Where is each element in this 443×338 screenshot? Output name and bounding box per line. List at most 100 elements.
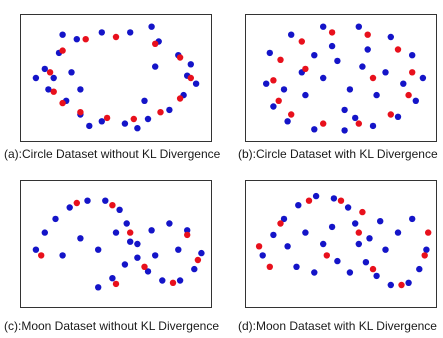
scatter-point bbox=[364, 31, 371, 38]
scatter-point bbox=[359, 63, 366, 70]
scatter-point bbox=[425, 229, 432, 236]
scatter-point bbox=[355, 120, 362, 127]
scatter-point bbox=[387, 111, 394, 118]
scatter-point bbox=[141, 97, 148, 105]
scatter-point bbox=[266, 263, 273, 270]
scatter-point bbox=[320, 240, 327, 248]
scatter-point bbox=[95, 284, 102, 291]
scatter-point bbox=[359, 208, 366, 216]
scatter-point bbox=[134, 125, 141, 132]
scatter-point bbox=[288, 111, 295, 118]
scatter-point bbox=[409, 215, 416, 223]
series-blue bbox=[32, 23, 200, 132]
scatter-point bbox=[346, 86, 354, 93]
scatter-point bbox=[412, 97, 419, 105]
scatter-point bbox=[116, 206, 123, 213]
scatter-point bbox=[341, 106, 348, 114]
scatter-point bbox=[312, 192, 320, 200]
scatter-point bbox=[103, 114, 111, 122]
scatter-point bbox=[157, 109, 164, 116]
scatter-point bbox=[334, 57, 341, 65]
caption-c: (c):Moon Dataset without KL Divergence bbox=[4, 319, 219, 333]
scatter-point bbox=[141, 263, 148, 270]
scatter-point bbox=[175, 246, 182, 253]
scatter-point bbox=[148, 227, 155, 234]
scatter-point bbox=[405, 91, 412, 99]
scatter-point bbox=[86, 122, 93, 130]
scatter-point bbox=[191, 265, 198, 273]
scatter-point bbox=[409, 52, 416, 59]
scatter-point bbox=[373, 272, 380, 280]
scatter-point bbox=[255, 243, 263, 250]
scatter-point bbox=[320, 120, 327, 127]
caption-a: (a):Circle Dataset without KL Divergence bbox=[4, 147, 221, 161]
scatter-point bbox=[311, 126, 318, 133]
scatter-point bbox=[112, 280, 120, 288]
scatter-point bbox=[355, 23, 362, 30]
scatter-point bbox=[148, 23, 155, 30]
scatter-point bbox=[134, 254, 141, 261]
scatter-point bbox=[66, 204, 73, 211]
scatter-point bbox=[127, 29, 134, 36]
scatter-point bbox=[366, 235, 373, 242]
scatter-point bbox=[302, 91, 309, 99]
scatter-point bbox=[352, 220, 359, 227]
scatter-point bbox=[127, 229, 134, 236]
scatter-point bbox=[32, 246, 40, 253]
scatter-svg bbox=[263, 23, 427, 134]
scatter-svg bbox=[32, 197, 205, 291]
scatter-point bbox=[109, 275, 116, 282]
scatter-point bbox=[46, 69, 54, 76]
scatter-point bbox=[400, 80, 407, 87]
scatter-point bbox=[59, 99, 66, 107]
scatter-point bbox=[277, 56, 284, 63]
scatter-point bbox=[398, 281, 405, 289]
scatter-point bbox=[77, 235, 84, 242]
scatter-point bbox=[84, 197, 91, 204]
scatter-point bbox=[73, 199, 80, 207]
scatter-point bbox=[284, 243, 291, 250]
scatter-point bbox=[77, 86, 84, 93]
scatter-point bbox=[82, 36, 89, 43]
series-red bbox=[38, 199, 202, 288]
scatter-point bbox=[369, 74, 377, 82]
scatter-point bbox=[277, 220, 284, 227]
scatter-point bbox=[295, 202, 302, 209]
scatter-point bbox=[409, 69, 416, 76]
scatter-point bbox=[352, 114, 359, 122]
scatter-point bbox=[112, 33, 120, 41]
scatter-point bbox=[32, 74, 40, 82]
scatter-point bbox=[59, 47, 66, 54]
scatter-point bbox=[364, 46, 371, 53]
scatter-point bbox=[266, 49, 273, 57]
scatter-point bbox=[270, 231, 277, 239]
series-blue bbox=[263, 23, 427, 134]
scatter-point bbox=[109, 202, 116, 209]
scatter-point bbox=[77, 109, 84, 116]
scatter-point bbox=[184, 231, 191, 239]
scatter-point bbox=[369, 122, 377, 130]
scatter-point bbox=[311, 269, 318, 276]
series-red bbox=[255, 197, 432, 289]
scatter-point bbox=[328, 29, 336, 36]
scatter-point bbox=[50, 88, 57, 95]
series-red bbox=[46, 33, 194, 123]
scatter-point bbox=[394, 229, 402, 236]
scatter-plot-c bbox=[20, 180, 212, 308]
scatter-point bbox=[121, 261, 129, 268]
scatter-point bbox=[369, 265, 377, 273]
scatter-point bbox=[387, 33, 394, 41]
scatter-point bbox=[423, 246, 430, 253]
scatter-point bbox=[192, 80, 200, 87]
scatter-point bbox=[355, 229, 362, 236]
scatter-point bbox=[134, 240, 141, 248]
scatter-point bbox=[152, 252, 159, 259]
scatter-point bbox=[187, 74, 194, 82]
scatter-point bbox=[98, 29, 106, 36]
scatter-point bbox=[95, 246, 102, 253]
scatter-point bbox=[387, 281, 394, 289]
scatter-point bbox=[184, 227, 191, 234]
scatter-point bbox=[298, 38, 305, 45]
scatter-point bbox=[362, 259, 370, 266]
scatter-point bbox=[405, 279, 412, 286]
